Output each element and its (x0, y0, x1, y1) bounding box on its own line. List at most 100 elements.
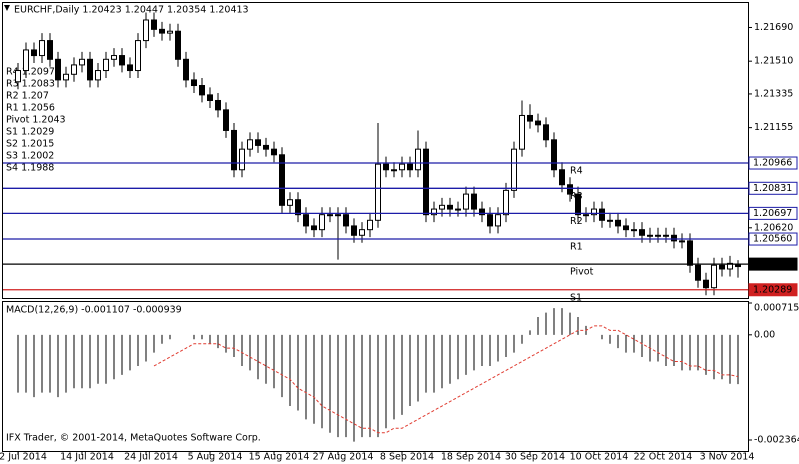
candle-body (135, 40, 141, 72)
candle-body (375, 163, 381, 221)
candle-body (639, 229, 645, 236)
candle-body (559, 169, 565, 186)
copyright-note: IFX Trader, © 2001-2014, MetaQuotes Soft… (6, 433, 261, 444)
candle-body (567, 184, 573, 195)
pivot-name: Pivot (570, 267, 594, 278)
candle-body (711, 264, 717, 289)
candle-body (359, 229, 365, 236)
candle-body (215, 99, 221, 111)
pivot-legend-entry: R3 1.2083 (6, 79, 55, 90)
candle-body (527, 114, 533, 122)
candle-body (327, 214, 333, 217)
candle-body (647, 234, 653, 237)
candle-body (583, 214, 589, 217)
candle-body (447, 204, 453, 210)
candle-body (143, 19, 149, 42)
candle-body (719, 264, 725, 270)
candle-body (111, 55, 117, 60)
candle-body (679, 240, 685, 243)
x-tick-label: 14 Jul 2014 (60, 452, 114, 463)
candle-body (287, 199, 293, 206)
y-tick-label: 1.21155 (754, 122, 793, 133)
candle-body (351, 225, 357, 236)
price-label-box (748, 156, 798, 170)
pivot-legend-entry: R2 1.207 (6, 91, 49, 102)
main-panel (2, 2, 749, 299)
candle-body (55, 58, 61, 81)
candle-body (127, 64, 133, 72)
pivot-name: R2 (570, 216, 583, 227)
macd-title: MACD(12,26,9) -0.001107 -0.000939 (6, 305, 182, 316)
price-label: 1.20289 (753, 284, 792, 295)
x-tick-label: 18 Sep 2014 (441, 452, 501, 463)
y-tick-label: -0.002364 (754, 435, 799, 446)
candle-body (415, 148, 421, 171)
candle-body (519, 114, 525, 150)
y-tick-label: 1.20620 (754, 222, 793, 233)
pivot-legend-entry: S4 1.1988 (6, 163, 54, 174)
candle-body (87, 58, 93, 81)
price-label: 1.20560 (753, 234, 792, 245)
candle-body (23, 49, 29, 72)
price-label-box (748, 232, 798, 246)
candle-body (391, 169, 397, 172)
x-tick-label: 27 Aug 2014 (313, 452, 374, 463)
header-icon (4, 5, 10, 11)
candle-body (119, 55, 125, 66)
candle-body (183, 58, 189, 81)
candle-body (159, 28, 165, 34)
candle-body (439, 204, 445, 210)
candle-body (151, 19, 157, 30)
pivot-legend-entry: R1 1.2056 (6, 103, 55, 114)
macd-panel (2, 301, 749, 452)
price-label-box (748, 206, 798, 220)
candle-body (343, 214, 349, 227)
candle-body (599, 208, 605, 221)
candle-body (175, 30, 181, 60)
pivot-legend-entry: S3 1.2002 (6, 151, 54, 162)
candle-body (223, 109, 229, 131)
candle-body (687, 240, 693, 266)
candle-body (263, 144, 269, 150)
candle-body (663, 234, 669, 237)
candle-body (47, 40, 53, 60)
candle-body (319, 214, 325, 231)
candle-body (463, 193, 469, 210)
price-label: 1.20966 (753, 158, 792, 169)
candle-body (543, 124, 549, 141)
pivot-name: R3 (570, 191, 583, 202)
candle-body (511, 148, 517, 191)
candle-body (631, 229, 637, 232)
candle-body (279, 154, 285, 206)
x-tick-label: 3 Nov 2014 (700, 452, 755, 463)
candle-body (95, 70, 101, 81)
price-label: 1.20426 (753, 259, 792, 270)
pivot-name: R4 (570, 166, 583, 177)
price-label-box (748, 257, 798, 271)
x-tick-label: 30 Sep 2014 (505, 452, 565, 463)
price-label: 1.20697 (753, 208, 792, 219)
candle-body (495, 214, 501, 227)
candle-body (735, 264, 741, 268)
candle-body (695, 264, 701, 281)
candle-body (551, 139, 557, 171)
candle-body (271, 148, 277, 156)
x-tick-label: 24 Jul 2014 (124, 452, 178, 463)
candle-body (591, 208, 597, 216)
price-label-box (748, 283, 798, 297)
candle-body (231, 129, 237, 171)
candle-body (455, 208, 461, 211)
candle-body (615, 219, 621, 227)
candle-body (15, 70, 21, 83)
candle-body (383, 163, 389, 171)
pivot-name: R1 (570, 242, 583, 253)
candle-body (703, 279, 709, 289)
candle-body (503, 189, 509, 216)
candle-body (623, 225, 629, 231)
x-tick-label: 15 Aug 2014 (249, 452, 310, 463)
price-label: 1.20831 (753, 183, 792, 194)
candle-body (31, 49, 37, 57)
candle-body (487, 214, 493, 227)
candle-body (471, 193, 477, 210)
